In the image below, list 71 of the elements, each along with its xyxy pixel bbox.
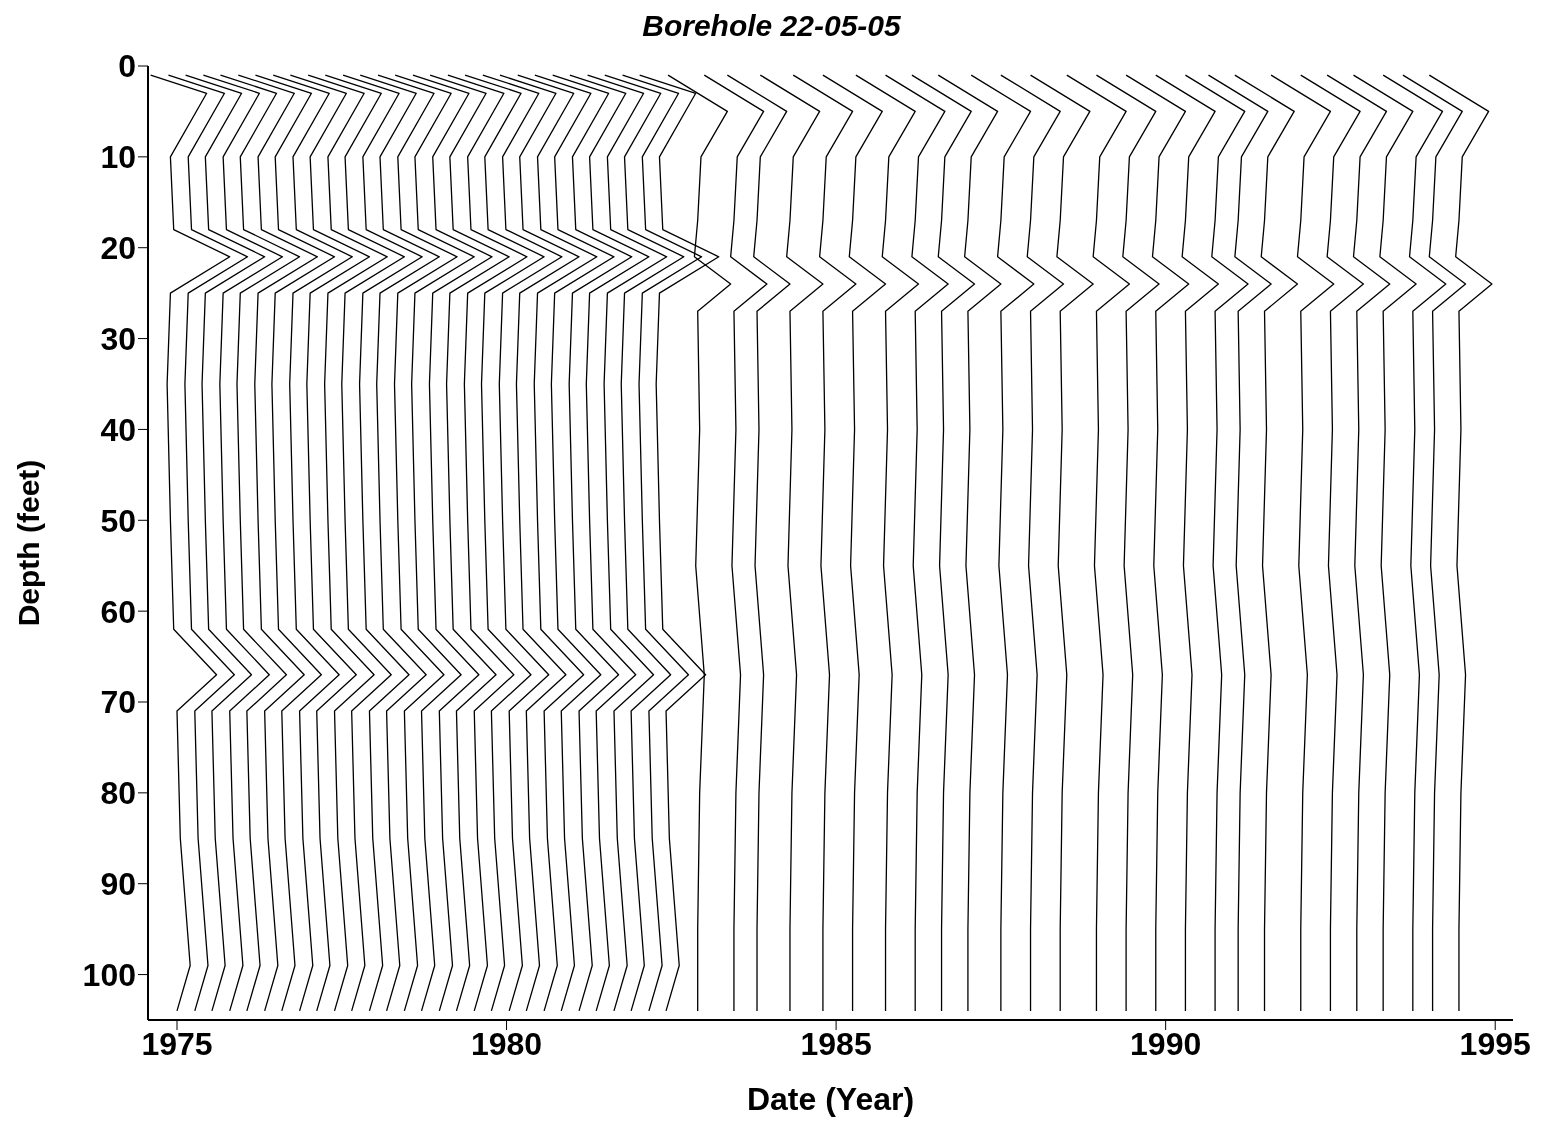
line-series xyxy=(394,74,475,1012)
line-series xyxy=(202,74,284,1012)
line-series xyxy=(1066,74,1131,1012)
y-tick-label: 50 xyxy=(100,502,136,539)
line-series xyxy=(272,74,353,1012)
y-tick-label: 30 xyxy=(100,320,136,357)
x-axis-title: Date (Year) xyxy=(746,1081,915,1117)
line-series xyxy=(324,74,406,1012)
line-series xyxy=(726,74,791,1012)
line-series xyxy=(1428,74,1493,1012)
line-series xyxy=(1270,74,1335,1012)
line-series xyxy=(1402,74,1467,1012)
line-series xyxy=(167,74,249,1012)
line-series xyxy=(604,74,685,1012)
line-series xyxy=(1352,74,1417,1012)
chart-title: Borehole 22-05-05 xyxy=(641,8,902,44)
x-tick-label: 1995 xyxy=(1459,1025,1531,1062)
y-axis-title: Depth (feet) xyxy=(11,459,45,627)
line-series xyxy=(307,74,388,1012)
line-series xyxy=(1382,74,1447,1012)
y-tick-label: 60 xyxy=(100,593,136,630)
y-tick-label: 100 xyxy=(82,956,136,993)
line-series xyxy=(447,74,528,1012)
line-series xyxy=(482,74,563,1012)
x-tick-label: 1985 xyxy=(800,1025,872,1062)
line-series xyxy=(219,74,301,1012)
line-series xyxy=(569,74,650,1012)
line-series xyxy=(552,74,633,1012)
line-series xyxy=(884,74,949,1012)
y-tick-label: 20 xyxy=(100,230,136,267)
line-series xyxy=(937,74,1002,1012)
line-series xyxy=(342,74,423,1012)
line-series xyxy=(822,74,887,1012)
line-series xyxy=(517,74,598,1012)
line-series xyxy=(1000,74,1065,1012)
x-tick-label: 1980 xyxy=(470,1025,543,1062)
line-series xyxy=(254,74,336,1012)
y-tick-label: 70 xyxy=(100,684,136,721)
y-tick-label: 90 xyxy=(100,866,136,903)
line-series xyxy=(1234,74,1299,1012)
y-tick-label: 10 xyxy=(100,139,136,176)
line-series xyxy=(1095,74,1160,1012)
y-tick-label: 0 xyxy=(118,48,136,85)
line-series xyxy=(970,74,1035,1012)
line-series xyxy=(499,74,580,1012)
line-series xyxy=(586,74,668,1012)
line-series xyxy=(1326,74,1391,1012)
line-series xyxy=(759,74,824,1012)
x-tick-label: 1975 xyxy=(141,1025,213,1062)
line-series xyxy=(703,74,768,1012)
line-series xyxy=(184,74,266,1012)
line-series xyxy=(377,74,458,1012)
line-series xyxy=(1300,74,1365,1012)
line-series xyxy=(237,74,319,1012)
y-tick-label: 80 xyxy=(100,775,136,812)
x-tick-label: 1990 xyxy=(1130,1025,1202,1062)
line-series xyxy=(1029,74,1094,1012)
line-series xyxy=(792,74,857,1012)
line-series xyxy=(1125,74,1190,1012)
line-series xyxy=(1184,74,1249,1012)
line-series xyxy=(534,74,615,1012)
line-series xyxy=(1155,74,1220,1012)
line-series xyxy=(429,74,510,1012)
line-series xyxy=(412,74,493,1012)
line-series xyxy=(359,74,440,1012)
line-series xyxy=(1207,74,1272,1012)
line-series xyxy=(911,74,976,1012)
line-series xyxy=(855,74,920,1012)
line-series xyxy=(464,74,545,1012)
y-tick-label: 40 xyxy=(100,411,136,448)
line-series xyxy=(289,74,371,1012)
